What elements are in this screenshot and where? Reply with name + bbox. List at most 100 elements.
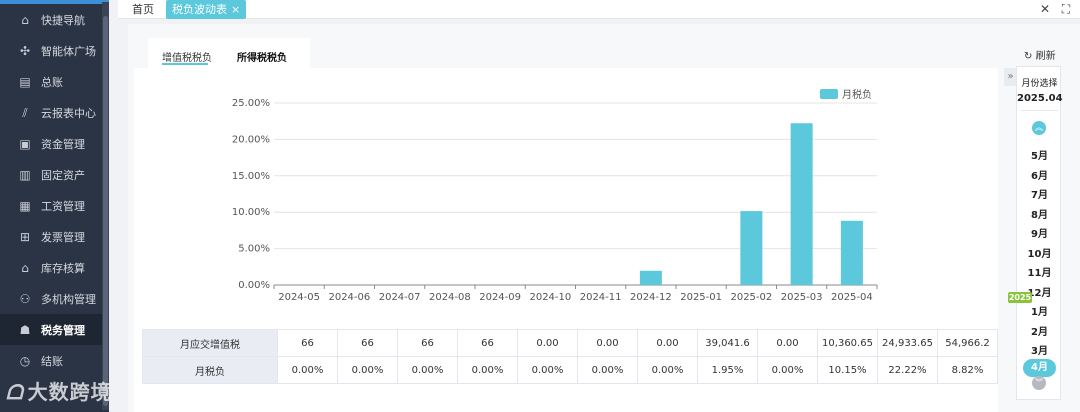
- collapse-arrow-icon: »: [1007, 71, 1014, 82]
- sidebar-item[interactable]: ⫽ 云报表中心: [0, 97, 109, 128]
- chart-bar[interactable]: [790, 123, 813, 285]
- table-cell: 8.82%: [937, 356, 998, 384]
- tab-home-label: 首页: [132, 3, 154, 16]
- tax-icon: ☗: [19, 322, 31, 337]
- fullscreen-icon[interactable]: ⛶: [1061, 2, 1071, 16]
- sidebar-scrollbar-thumb[interactable]: [103, 16, 108, 406]
- picker-month-item[interactable]: 12月: [1027, 287, 1052, 299]
- tab-bar: 首页 税负波动表 × ✕ ⛶: [118, 0, 1080, 19]
- sidebar-item[interactable]: ⌂ 快捷导航: [0, 4, 109, 35]
- sidebar-item-label: 工资管理: [41, 199, 85, 213]
- tab-home[interactable]: 首页: [126, 0, 160, 19]
- sidebar-scrollbar[interactable]: [102, 2, 109, 410]
- inventory-icon: ⌂: [21, 260, 29, 275]
- chart-bar[interactable]: [840, 220, 863, 285]
- chart-legend[interactable]: 月税负: [820, 86, 872, 101]
- table-cell: 0.00%: [577, 356, 638, 384]
- picker-month-item[interactable]: 1月: [1031, 307, 1048, 318]
- table-cell: 0.00: [757, 329, 818, 357]
- sidebar-item-label: 总账: [41, 75, 63, 89]
- sidebar-item-label: 发票管理: [41, 230, 85, 244]
- x-tick-label: 2025-03: [781, 292, 823, 303]
- picker-year-badge: 2025: [1008, 292, 1032, 303]
- watermark-logo-icon: ᗝ: [6, 380, 24, 404]
- sidebar-item[interactable]: ▥ 固定资产: [0, 159, 109, 190]
- tab-close-icon[interactable]: ×: [231, 3, 241, 16]
- picker-month-item[interactable]: 2月: [1031, 326, 1048, 338]
- picker-month-item[interactable]: 6月: [1031, 170, 1048, 182]
- subtab-income-tax-label: 所得税税负: [237, 53, 287, 64]
- legend-label: 月税负: [842, 90, 872, 101]
- chart-bar[interactable]: [740, 211, 763, 285]
- watermark-text: 大数跨境: [27, 380, 109, 404]
- table-cell: 10,360.65: [817, 329, 878, 357]
- table-row-label: 月应交增值税: [142, 329, 278, 357]
- subtab-bar: 增值税税负 所得税税负: [148, 38, 310, 68]
- picker-month-item[interactable]: 10月: [1027, 248, 1052, 260]
- table-cell: 0.00%: [277, 356, 338, 384]
- sidebar-item[interactable]: ⊞ 发票管理: [0, 221, 109, 252]
- picker-collapse-button[interactable]: »: [1004, 68, 1017, 86]
- picker-divider: [1021, 110, 1058, 111]
- picker-scroll-down-icon[interactable]: ︾: [1032, 376, 1046, 390]
- tax-data-table: 月应交增值税 66 66 66 66 0.00 0.00 0.00 39,041.6 0.00 10…: [142, 329, 998, 384]
- sidebar-item[interactable]: ◷ 结账: [0, 345, 109, 376]
- picker-month-item[interactable]: 5月: [1031, 151, 1048, 162]
- table-cell: 66: [457, 329, 518, 357]
- refresh-button[interactable]: ↻ 刷新: [1024, 47, 1056, 62]
- table-cell: 0.00%: [397, 356, 458, 384]
- sidebar-item-label: 税务管理: [41, 323, 85, 337]
- chart-bar[interactable]: [639, 270, 662, 285]
- asset-icon: ▥: [19, 167, 31, 182]
- tab-tax-volatility-label: 税负波动表: [172, 3, 227, 16]
- sidebar-item[interactable]: ▤ 总账: [0, 66, 109, 97]
- picker-current-month: 2025.04: [1017, 93, 1063, 104]
- picker-month-item[interactable]: 7月: [1031, 190, 1048, 201]
- sidebar-item[interactable]: ▦ 工资管理: [0, 190, 109, 221]
- picker-month-item[interactable]: 11月: [1027, 268, 1052, 279]
- table-cell: 0.00%: [517, 356, 578, 384]
- table-cell: 1.95%: [697, 356, 758, 384]
- home-icon: ⌂: [21, 12, 29, 27]
- y-tick-label: 5.00%: [238, 244, 270, 255]
- table-cell: 0.00: [577, 329, 638, 357]
- wallet-icon: ▣: [19, 136, 31, 151]
- x-tick-label: 2025-02: [730, 292, 772, 303]
- table-cell: 66: [337, 329, 398, 357]
- x-tick-label: 2024-09: [479, 292, 521, 303]
- picker-month-item[interactable]: 4月: [1023, 358, 1056, 377]
- sidebar-item[interactable]: ☗ 税务管理: [0, 314, 109, 345]
- table-cell: 10.15%: [817, 356, 878, 384]
- checkout-icon: ◷: [19, 353, 31, 368]
- sidebar-top-accent: [0, 0, 109, 4]
- subtab-vat-label: 增值税税负: [162, 53, 212, 64]
- org-icon: ⚇: [19, 291, 31, 306]
- y-tick-label: 15.00%: [232, 171, 270, 182]
- picker-scroll-up-icon[interactable]: ︽: [1032, 121, 1046, 135]
- sidebar: ⌂ 快捷导航 ✣ 智能体广场 ▤ 总账 ⫽ 云报表中心 ▣ 资金管理 ▥ 固定资产 ▦ 工资管理 ⊞ 发票管理…: [0, 0, 109, 412]
- table-cell: 24,933.65: [877, 329, 938, 357]
- picker-month-item[interactable]: 3月: [1031, 346, 1048, 357]
- picker-month-item[interactable]: 8月: [1031, 209, 1048, 221]
- picker-month-item[interactable]: 9月: [1031, 229, 1048, 240]
- salary-icon: ▦: [19, 198, 31, 213]
- subtab-income-tax[interactable]: 所得税税负: [237, 49, 287, 64]
- sidebar-item-label: 多机构管理: [41, 292, 96, 306]
- table-cell: 0.00%: [637, 356, 698, 384]
- tab-tax-volatility[interactable]: 税负波动表 ×: [166, 0, 247, 19]
- sidebar-item-label: 资金管理: [41, 137, 85, 151]
- table-cell: 0.00%: [337, 356, 398, 384]
- picker-title: 月份选择: [1021, 79, 1058, 89]
- y-tick-label: 20.00%: [232, 134, 270, 145]
- x-tick-label: 2024-12: [630, 292, 672, 303]
- x-tick-label: 2024-05: [278, 292, 320, 303]
- sidebar-item[interactable]: ▣ 资金管理: [0, 128, 109, 159]
- y-tick-label: 25.00%: [232, 98, 270, 109]
- sidebar-item[interactable]: ⌂ 库存核算: [0, 252, 109, 283]
- sidebar-item[interactable]: ⚇ 多机构管理: [0, 283, 109, 314]
- sidebar-nav: ⌂ 快捷导航 ✣ 智能体广场 ▤ 总账 ⫽ 云报表中心 ▣ 资金管理 ▥ 固定资产 ▦ 工资管理 ⊞ 发票管理…: [0, 4, 109, 376]
- month-picker: 月份选择 2025.04 ︽ 5月 6月 7月 8月 9月 10月 11月 12月 1月 2月 3月…: [1016, 66, 1063, 400]
- sidebar-item[interactable]: ✣ 智能体广场: [0, 35, 109, 66]
- subtab-vat[interactable]: 增值税税负: [162, 49, 212, 65]
- close-icon[interactable]: ✕: [1039, 2, 1051, 16]
